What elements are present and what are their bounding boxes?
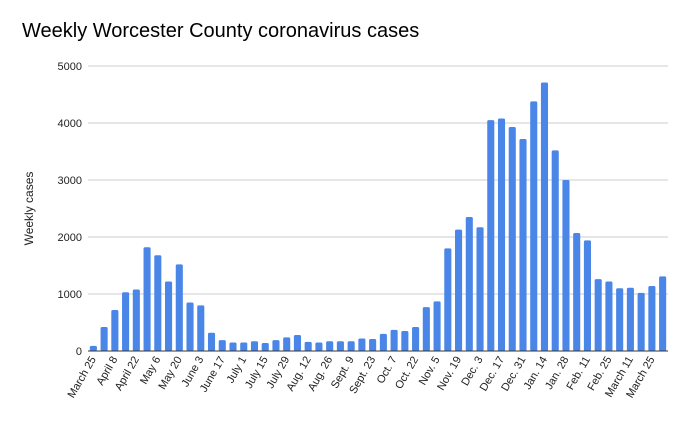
bars [89, 82, 667, 352]
chart-title: Weekly Worcester County coronavirus case… [22, 20, 420, 42]
y-tick-label: 2000 [58, 232, 82, 244]
bar [412, 327, 420, 351]
bar [111, 309, 119, 351]
bar [637, 292, 645, 351]
bar [508, 126, 516, 352]
bar [175, 264, 183, 351]
bar [283, 337, 291, 351]
bar [154, 255, 162, 351]
bar [401, 331, 409, 351]
bar [369, 339, 377, 351]
bar [261, 343, 269, 351]
bar [444, 248, 452, 351]
bar [659, 276, 667, 351]
bar [326, 341, 334, 351]
bar [207, 332, 216, 351]
bar [165, 281, 173, 351]
bar [605, 281, 613, 351]
bar [530, 101, 538, 351]
bar [132, 289, 140, 351]
bar [100, 327, 108, 351]
x-tick-label: March 25 [66, 355, 99, 401]
bar [648, 286, 656, 351]
bar [186, 302, 194, 351]
y-tick-label: 5000 [58, 61, 82, 73]
bar [379, 333, 387, 351]
bar [143, 247, 151, 351]
bar [487, 120, 495, 352]
bar [573, 233, 581, 351]
y-tick-labels: 0 1000 2000 3000 4000 5000 [58, 61, 82, 358]
y-tick-label: 0 [76, 346, 82, 358]
bar [540, 82, 549, 351]
bar [336, 341, 344, 351]
bar [358, 338, 366, 351]
bar [272, 340, 280, 351]
bar [433, 301, 441, 351]
bar [229, 342, 237, 351]
bar [626, 287, 634, 351]
y-tick-label: 4000 [58, 118, 82, 130]
bar [422, 307, 430, 351]
bar [293, 335, 301, 351]
bar [315, 342, 323, 351]
bar [240, 342, 248, 351]
bar [390, 329, 398, 351]
y-tick-label: 1000 [58, 289, 82, 301]
bar [465, 217, 473, 351]
bar [551, 150, 559, 351]
bar [455, 229, 463, 351]
bar [616, 288, 624, 351]
grid-lines [88, 65, 668, 295]
bar [304, 341, 312, 351]
bar [122, 292, 130, 351]
bar [347, 341, 355, 351]
bar [519, 138, 527, 351]
y-axis-label: Weekly cases [22, 172, 36, 246]
bar [89, 345, 97, 351]
bar [594, 279, 602, 351]
bar [218, 340, 226, 351]
bar [197, 305, 205, 351]
bar [476, 227, 484, 351]
bar [562, 180, 570, 351]
y-tick-label: 3000 [58, 175, 82, 187]
bar [250, 341, 259, 351]
bar [583, 240, 591, 351]
bar [497, 118, 506, 351]
